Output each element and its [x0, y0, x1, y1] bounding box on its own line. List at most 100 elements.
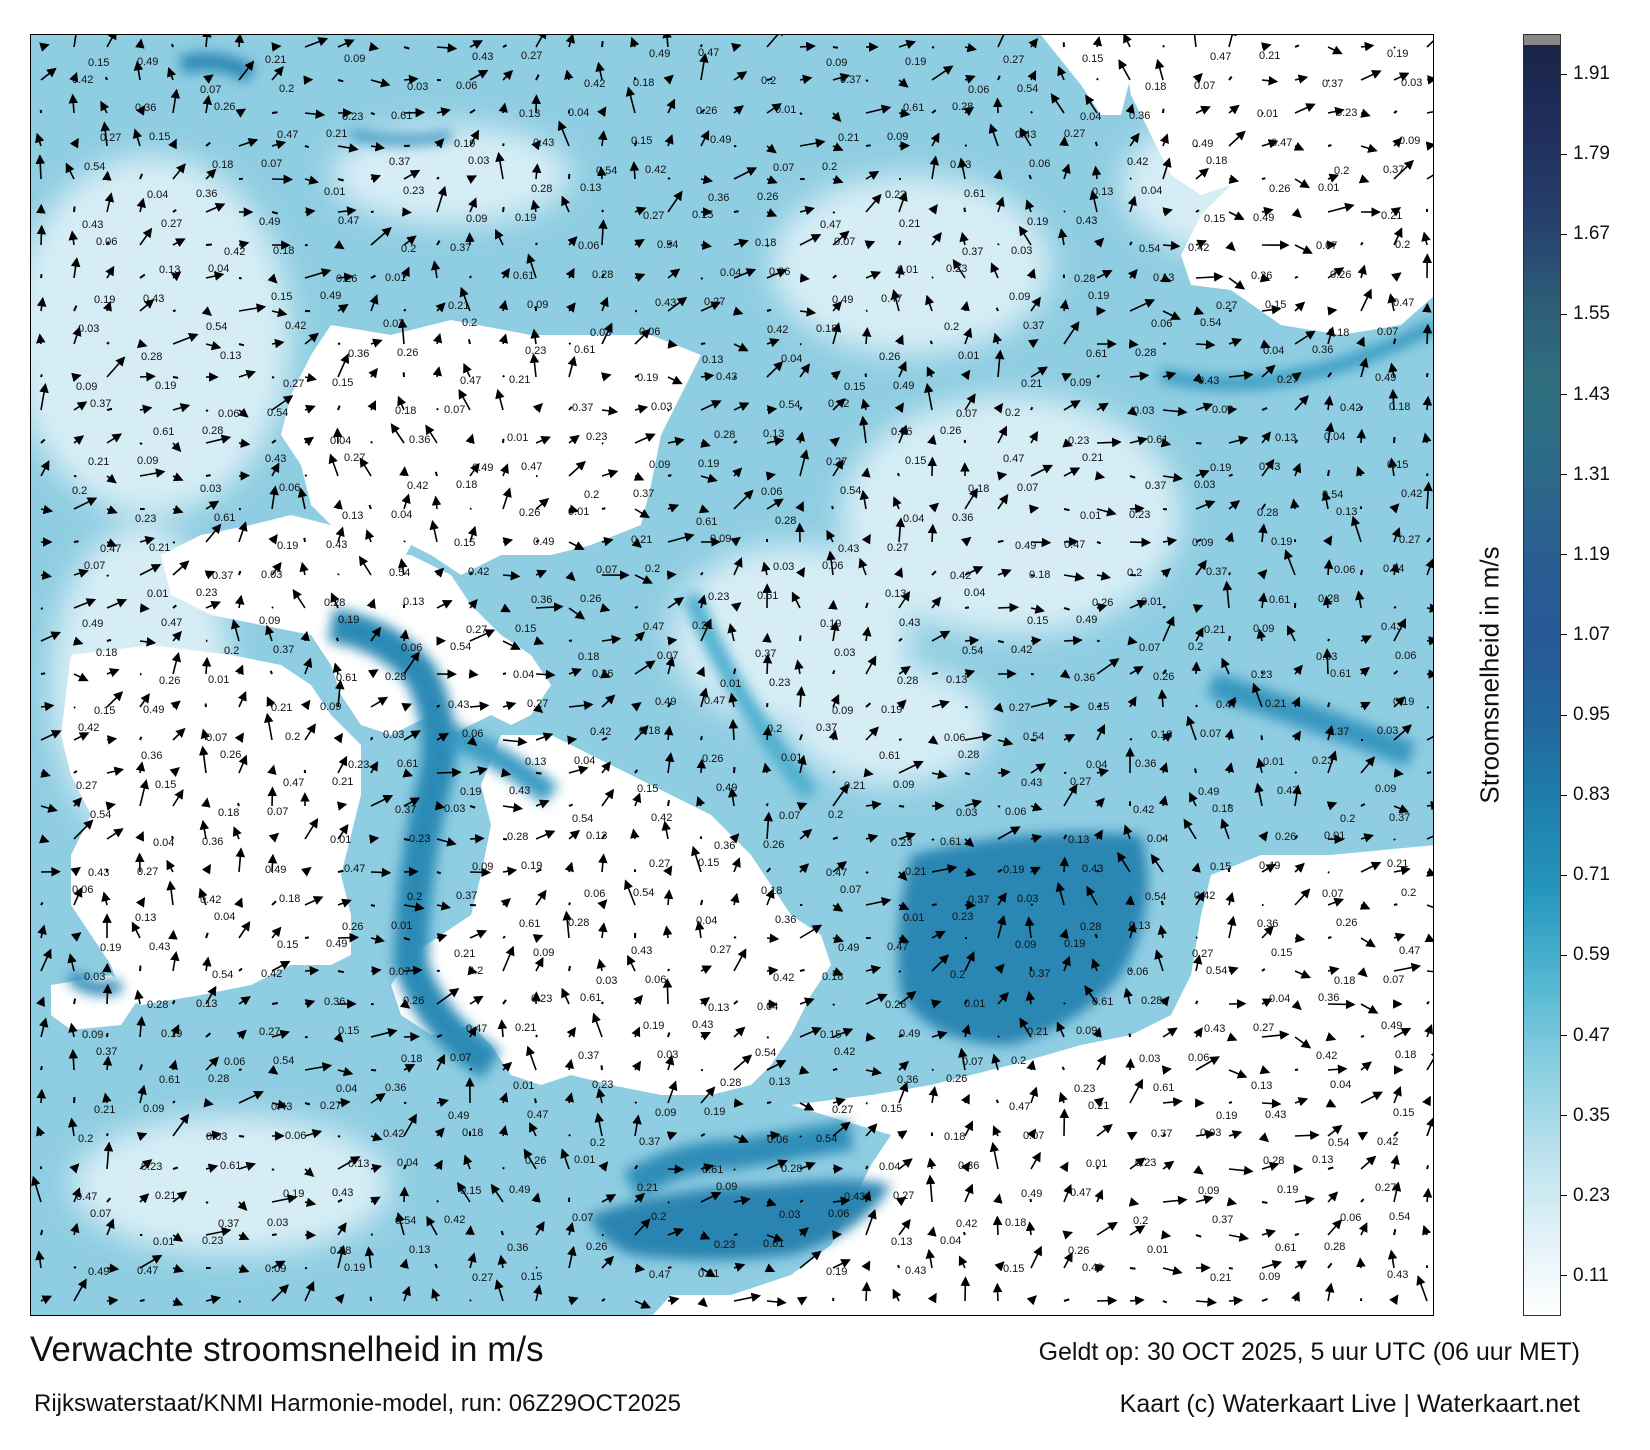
current-arrow	[436, 871, 442, 875]
current-arrow	[1195, 402, 1214, 412]
speed-value-label: 0.19	[881, 704, 902, 716]
current-arrow	[370, 1093, 386, 1104]
current-arrow	[1390, 562, 1400, 576]
current-arrow	[234, 594, 245, 609]
current-arrow	[667, 636, 678, 646]
current-arrow	[72, 326, 82, 345]
current-arrow	[799, 363, 811, 378]
current-arrow	[799, 138, 826, 148]
current-arrow	[40, 672, 46, 675]
current-arrow	[997, 805, 1001, 808]
current-arrow	[205, 409, 209, 413]
current-arrow	[832, 1027, 854, 1038]
current-arrow	[106, 35, 117, 48]
speed-value-label: 0.43	[1015, 129, 1036, 141]
current-arrow	[1259, 1065, 1271, 1075]
current-arrow	[601, 736, 608, 741]
speed-value-label: 0.21	[509, 374, 530, 386]
current-arrow	[1294, 834, 1299, 840]
current-arrow	[1129, 969, 1132, 972]
current-arrow	[1030, 604, 1045, 614]
speed-value-label: 0.04	[781, 353, 802, 365]
current-arrow	[634, 574, 653, 584]
speed-value-label: 0.61	[336, 672, 357, 684]
speed-value-label: 0.26	[403, 995, 424, 1007]
speed-value-label: 0.04	[757, 1001, 778, 1013]
current-arrow	[69, 137, 79, 149]
current-arrow	[271, 926, 282, 939]
current-arrow	[267, 1065, 279, 1075]
current-arrow	[399, 1186, 410, 1203]
current-arrow	[403, 308, 407, 312]
current-arrow	[436, 185, 447, 213]
current-arrow	[766, 999, 779, 1009]
current-arrow	[634, 769, 639, 774]
current-arrow	[72, 797, 83, 808]
speed-value-label: 0.36	[141, 750, 162, 762]
current-arrow	[436, 107, 451, 117]
current-arrow	[40, 701, 55, 712]
current-arrow	[1055, 881, 1065, 906]
speed-value-label: 0.2	[1127, 567, 1142, 579]
current-arrow	[960, 369, 971, 381]
current-arrow	[662, 35, 672, 48]
colorbar	[1523, 34, 1561, 1316]
current-arrow	[1129, 299, 1156, 312]
speed-value-label: 0.07	[444, 404, 465, 416]
current-arrow	[535, 799, 550, 809]
speed-value-label: 0.09	[649, 459, 670, 471]
current-arrow	[1224, 531, 1234, 543]
current-arrow	[1028, 504, 1040, 514]
current-arrow	[733, 767, 736, 774]
speed-value-label: 0.47	[283, 777, 304, 789]
current-arrow	[200, 728, 211, 741]
current-arrow	[895, 517, 906, 543]
speed-value-label: 0.49	[472, 462, 493, 474]
current-arrow	[601, 833, 606, 840]
speed-value-label: 0.37	[755, 648, 776, 660]
current-arrow	[500, 768, 512, 778]
speed-value-label: 0.13	[135, 912, 156, 924]
speed-value-label: 0.15	[881, 1103, 902, 1115]
current-arrow	[1228, 337, 1242, 347]
current-arrow	[73, 540, 79, 543]
map-frame[interactable]: 0.15 0.49 0.21 0.09 0.43 0.27 0.49 0.47 0.09 0.19…	[30, 34, 1434, 1316]
current-arrow	[1096, 571, 1111, 581]
current-arrow	[73, 598, 97, 609]
speed-value-label: 0.06	[1395, 650, 1416, 662]
current-arrow	[432, 332, 443, 345]
current-arrow	[104, 76, 108, 81]
speed-value-label: 0.15	[820, 1029, 841, 1041]
current-arrow	[535, 669, 556, 680]
current-arrow	[1129, 537, 1152, 548]
current-arrow	[898, 805, 905, 808]
current-arrow	[700, 618, 712, 642]
current-arrow	[1393, 1228, 1397, 1236]
current-arrow	[898, 77, 909, 88]
current-arrow	[1091, 165, 1102, 180]
speed-value-label: 0.47	[1009, 1101, 1030, 1113]
current-arrow	[1327, 999, 1356, 1010]
current-arrow	[631, 1026, 641, 1038]
current-arrow	[860, 398, 871, 411]
current-arrow	[1226, 915, 1237, 939]
current-arrow	[73, 435, 85, 445]
current-arrow	[1290, 498, 1300, 510]
current-arrow	[1096, 603, 1108, 613]
speed-value-label: 0.49	[832, 294, 853, 306]
speed-value-label: 0.04	[214, 911, 235, 923]
current-arrow	[567, 236, 578, 247]
speed-value-label: 0.37	[450, 242, 471, 254]
current-arrow	[799, 968, 805, 972]
speed-value-label: 0.43	[655, 297, 676, 309]
current-arrow	[733, 668, 737, 675]
speed-value-label: 0.09	[265, 1263, 286, 1275]
current-arrow	[365, 529, 375, 543]
current-arrow	[1162, 1027, 1178, 1038]
current-arrow	[1294, 771, 1298, 774]
current-arrow	[1096, 869, 1099, 873]
current-arrow	[896, 472, 900, 477]
speed-value-label: 0.06	[285, 1130, 306, 1142]
speed-value-label: 0.13	[1275, 432, 1296, 444]
current-speed-map[interactable]: 0.15 0.49 0.21 0.09 0.43 0.27 0.49 0.470.09 0.19…	[31, 35, 1434, 1316]
